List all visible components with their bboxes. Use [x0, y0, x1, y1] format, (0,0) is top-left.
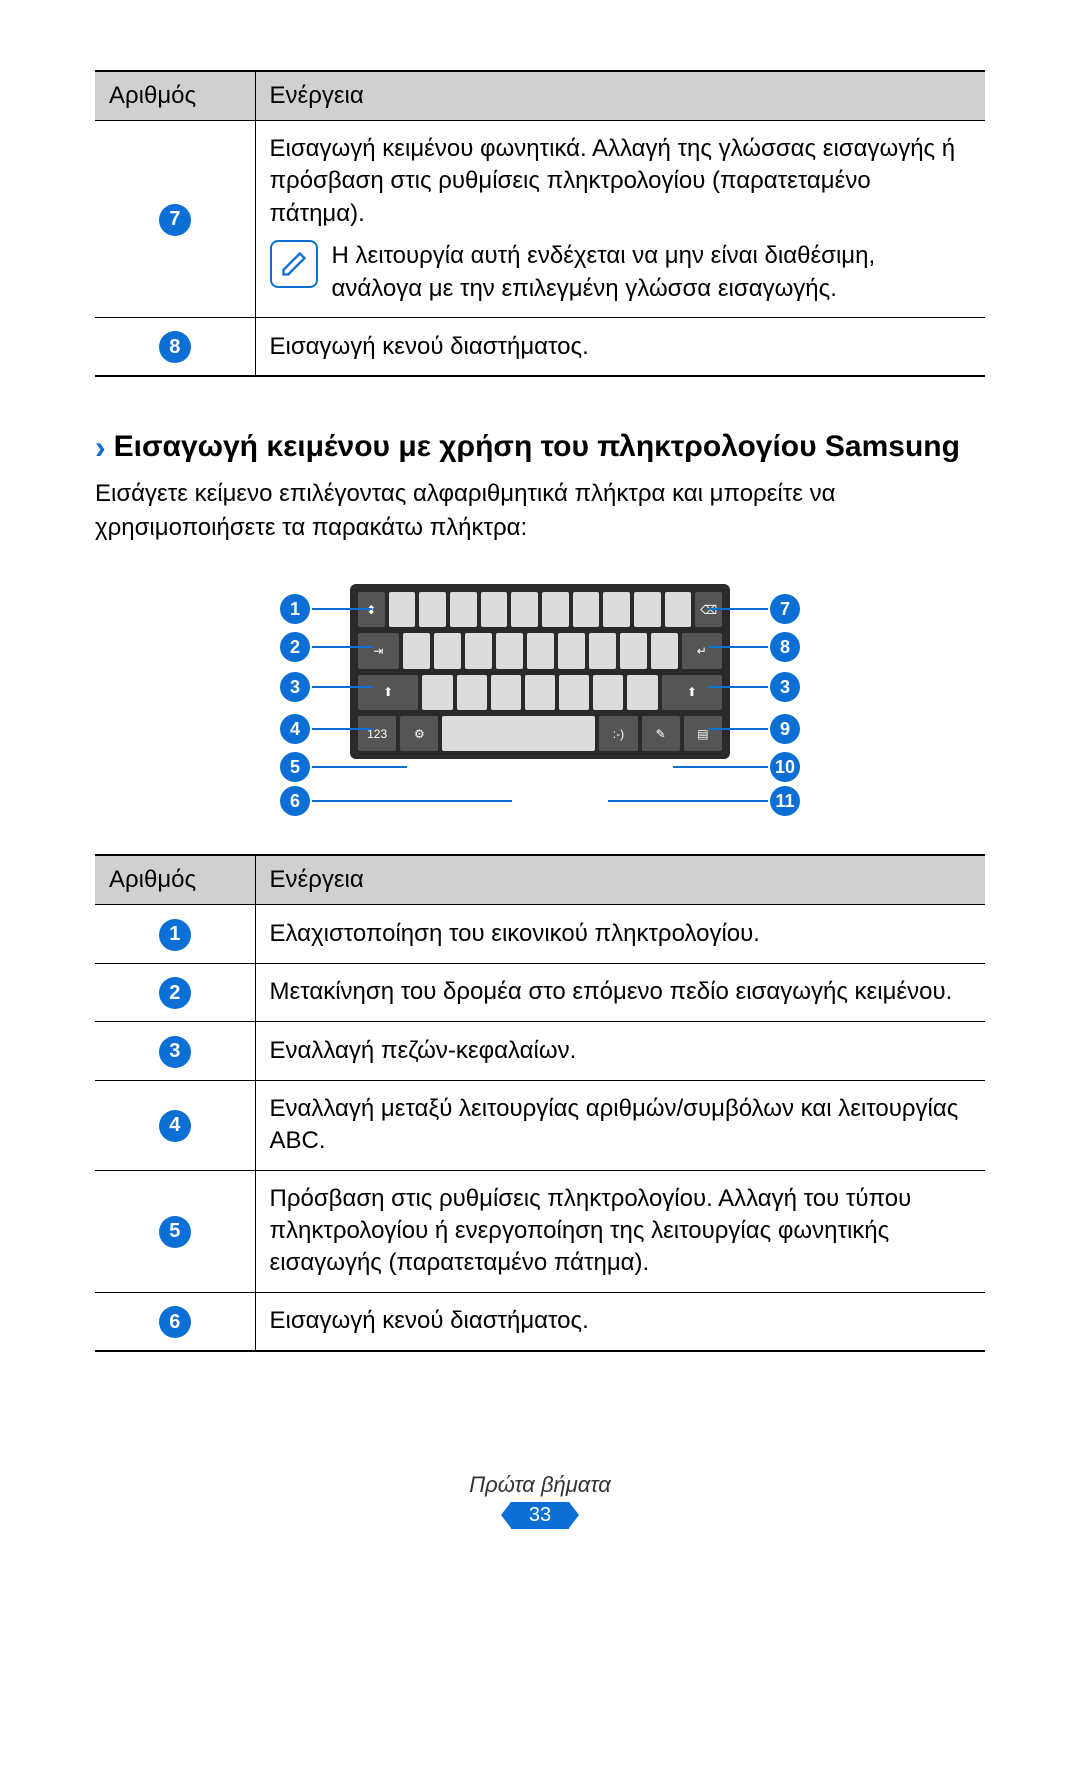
- num-badge: 5: [159, 1216, 191, 1248]
- table-row: 8 Εισαγωγή κενού διαστήματος.: [95, 317, 985, 376]
- kb-key: [542, 592, 569, 627]
- section-title: Εισαγωγή κειμένου με χρήση του πληκτρολο…: [114, 427, 960, 469]
- kb-key: [559, 675, 589, 710]
- num-badge: 1: [159, 919, 191, 951]
- callout-7: 7: [770, 594, 800, 624]
- section-desc: Εισάγετε κείμενο επιλέγοντας αλφαριθμητι…: [95, 477, 985, 544]
- kb-key: [527, 633, 554, 668]
- kb-key: [525, 675, 555, 710]
- table-row: 7 Εισαγωγή κειμένου φωνητικά. Αλλαγή της…: [95, 121, 985, 318]
- table-row: 3 Εναλλαγή πεζών-κεφαλαίων.: [95, 1022, 985, 1081]
- keyboard-body: ⬍ ⌫ ⇥ ↵ ⬆ ⬆ 123 ⚙ :-) ✎ ▤: [350, 584, 730, 759]
- callout-3r: 3: [770, 672, 800, 702]
- num-badge-8: 8: [159, 331, 191, 363]
- note-icon: [270, 240, 318, 288]
- kb-key: :-): [599, 716, 637, 751]
- callout-9: 9: [770, 714, 800, 744]
- row-text: Εισαγωγή κενού διαστήματος.: [255, 317, 985, 376]
- note-box: Η λειτουργία αυτή ενδέχεται να μην είναι…: [270, 240, 972, 305]
- kb-key: [589, 633, 616, 668]
- callout-5: 5: [280, 752, 310, 782]
- kb-key: [491, 675, 521, 710]
- kb-key: [481, 592, 508, 627]
- row-text: Εισαγωγή κειμένου φωνητικά. Αλλαγή της γ…: [270, 133, 972, 230]
- callout-8: 8: [770, 632, 800, 662]
- row-text: Πρόσβαση στις ρυθμίσεις πληκτρολογίου. Α…: [255, 1170, 985, 1292]
- chevron-icon: ›: [95, 427, 106, 469]
- kb-key: ✎: [642, 716, 680, 751]
- kb-key-space: [442, 716, 595, 751]
- kb-key: [434, 633, 461, 668]
- table-row: 6 Εισαγωγή κενού διαστήματος.: [95, 1292, 985, 1351]
- kb-key: ⚙: [400, 716, 438, 751]
- num-badge: 2: [159, 977, 191, 1009]
- note-text: Η λειτουργία αυτή ενδέχεται να μην είναι…: [332, 240, 972, 305]
- num-badge: 4: [159, 1110, 191, 1142]
- row-text: Εναλλαγή πεζών-κεφαλαίων.: [255, 1022, 985, 1081]
- kb-key: [558, 633, 585, 668]
- row-text: Ελαχιστοποίηση του εικονικού πληκτρολογί…: [255, 905, 985, 964]
- num-badge: 3: [159, 1036, 191, 1068]
- callout-4: 4: [280, 714, 310, 744]
- callout-10: 10: [770, 752, 800, 782]
- kb-key: [457, 675, 487, 710]
- callout-1: 1: [280, 594, 310, 624]
- kb-key: [511, 592, 538, 627]
- kb-key: [603, 592, 630, 627]
- table-row: 2 Μετακίνηση του δρομέα στο επόμενο πεδίο…: [95, 963, 985, 1022]
- callout-6: 6: [280, 786, 310, 816]
- kb-key: [496, 633, 523, 668]
- kb-key: [422, 675, 452, 710]
- kb-key: [620, 633, 647, 668]
- table-header-action: Ενέργεια: [255, 71, 985, 121]
- kb-key: [419, 592, 446, 627]
- kb-key: [593, 675, 623, 710]
- table-row: 4 Εναλλαγή μεταξύ λειτουργίας αριθμών/συμ…: [95, 1080, 985, 1170]
- kb-key: [634, 592, 661, 627]
- callout-2: 2: [280, 632, 310, 662]
- table-bottom: Αριθμός Ενέργεια 1 Ελαχιστοποίηση του εικ…: [95, 854, 985, 1352]
- kb-key: [665, 592, 692, 627]
- kb-key: [403, 633, 430, 668]
- table-top: Αριθμός Ενέργεια 7 Εισαγωγή κειμένου φων…: [95, 70, 985, 377]
- keyboard-diagram: ⬍ ⌫ ⇥ ↵ ⬆ ⬆ 123 ⚙ :-) ✎ ▤: [95, 564, 985, 824]
- table-header-action: Ενέργεια: [255, 855, 985, 905]
- page-number: 33: [511, 1502, 569, 1529]
- num-badge: 6: [159, 1306, 191, 1338]
- kb-key: [573, 592, 600, 627]
- kb-key: [465, 633, 492, 668]
- row-text: Εισαγωγή κενού διαστήματος.: [255, 1292, 985, 1351]
- callout-11: 11: [770, 786, 800, 816]
- kb-key: [627, 675, 657, 710]
- chapter-name: Πρώτα βήματα: [95, 1472, 985, 1498]
- callout-3: 3: [280, 672, 310, 702]
- num-badge-7: 7: [159, 204, 191, 236]
- row-text: Εναλλαγή μεταξύ λειτουργίας αριθμών/συμβ…: [255, 1080, 985, 1170]
- row-text: Μετακίνηση του δρομέα στο επόμενο πεδίο …: [255, 963, 985, 1022]
- section-heading: › Εισαγωγή κειμένου με χρήση του πληκτρο…: [95, 427, 985, 469]
- table-row: 5 Πρόσβαση στις ρυθμίσεις πληκτρολογίου. …: [95, 1170, 985, 1292]
- table-header-num: Αριθμός: [95, 71, 255, 121]
- kb-key: [389, 592, 416, 627]
- table-row: 1 Ελαχιστοποίηση του εικονικού πληκτρολογ…: [95, 905, 985, 964]
- table-header-num: Αριθμός: [95, 855, 255, 905]
- page-footer: Πρώτα βήματα 33: [95, 1472, 985, 1529]
- kb-key: [651, 633, 678, 668]
- kb-key: [450, 592, 477, 627]
